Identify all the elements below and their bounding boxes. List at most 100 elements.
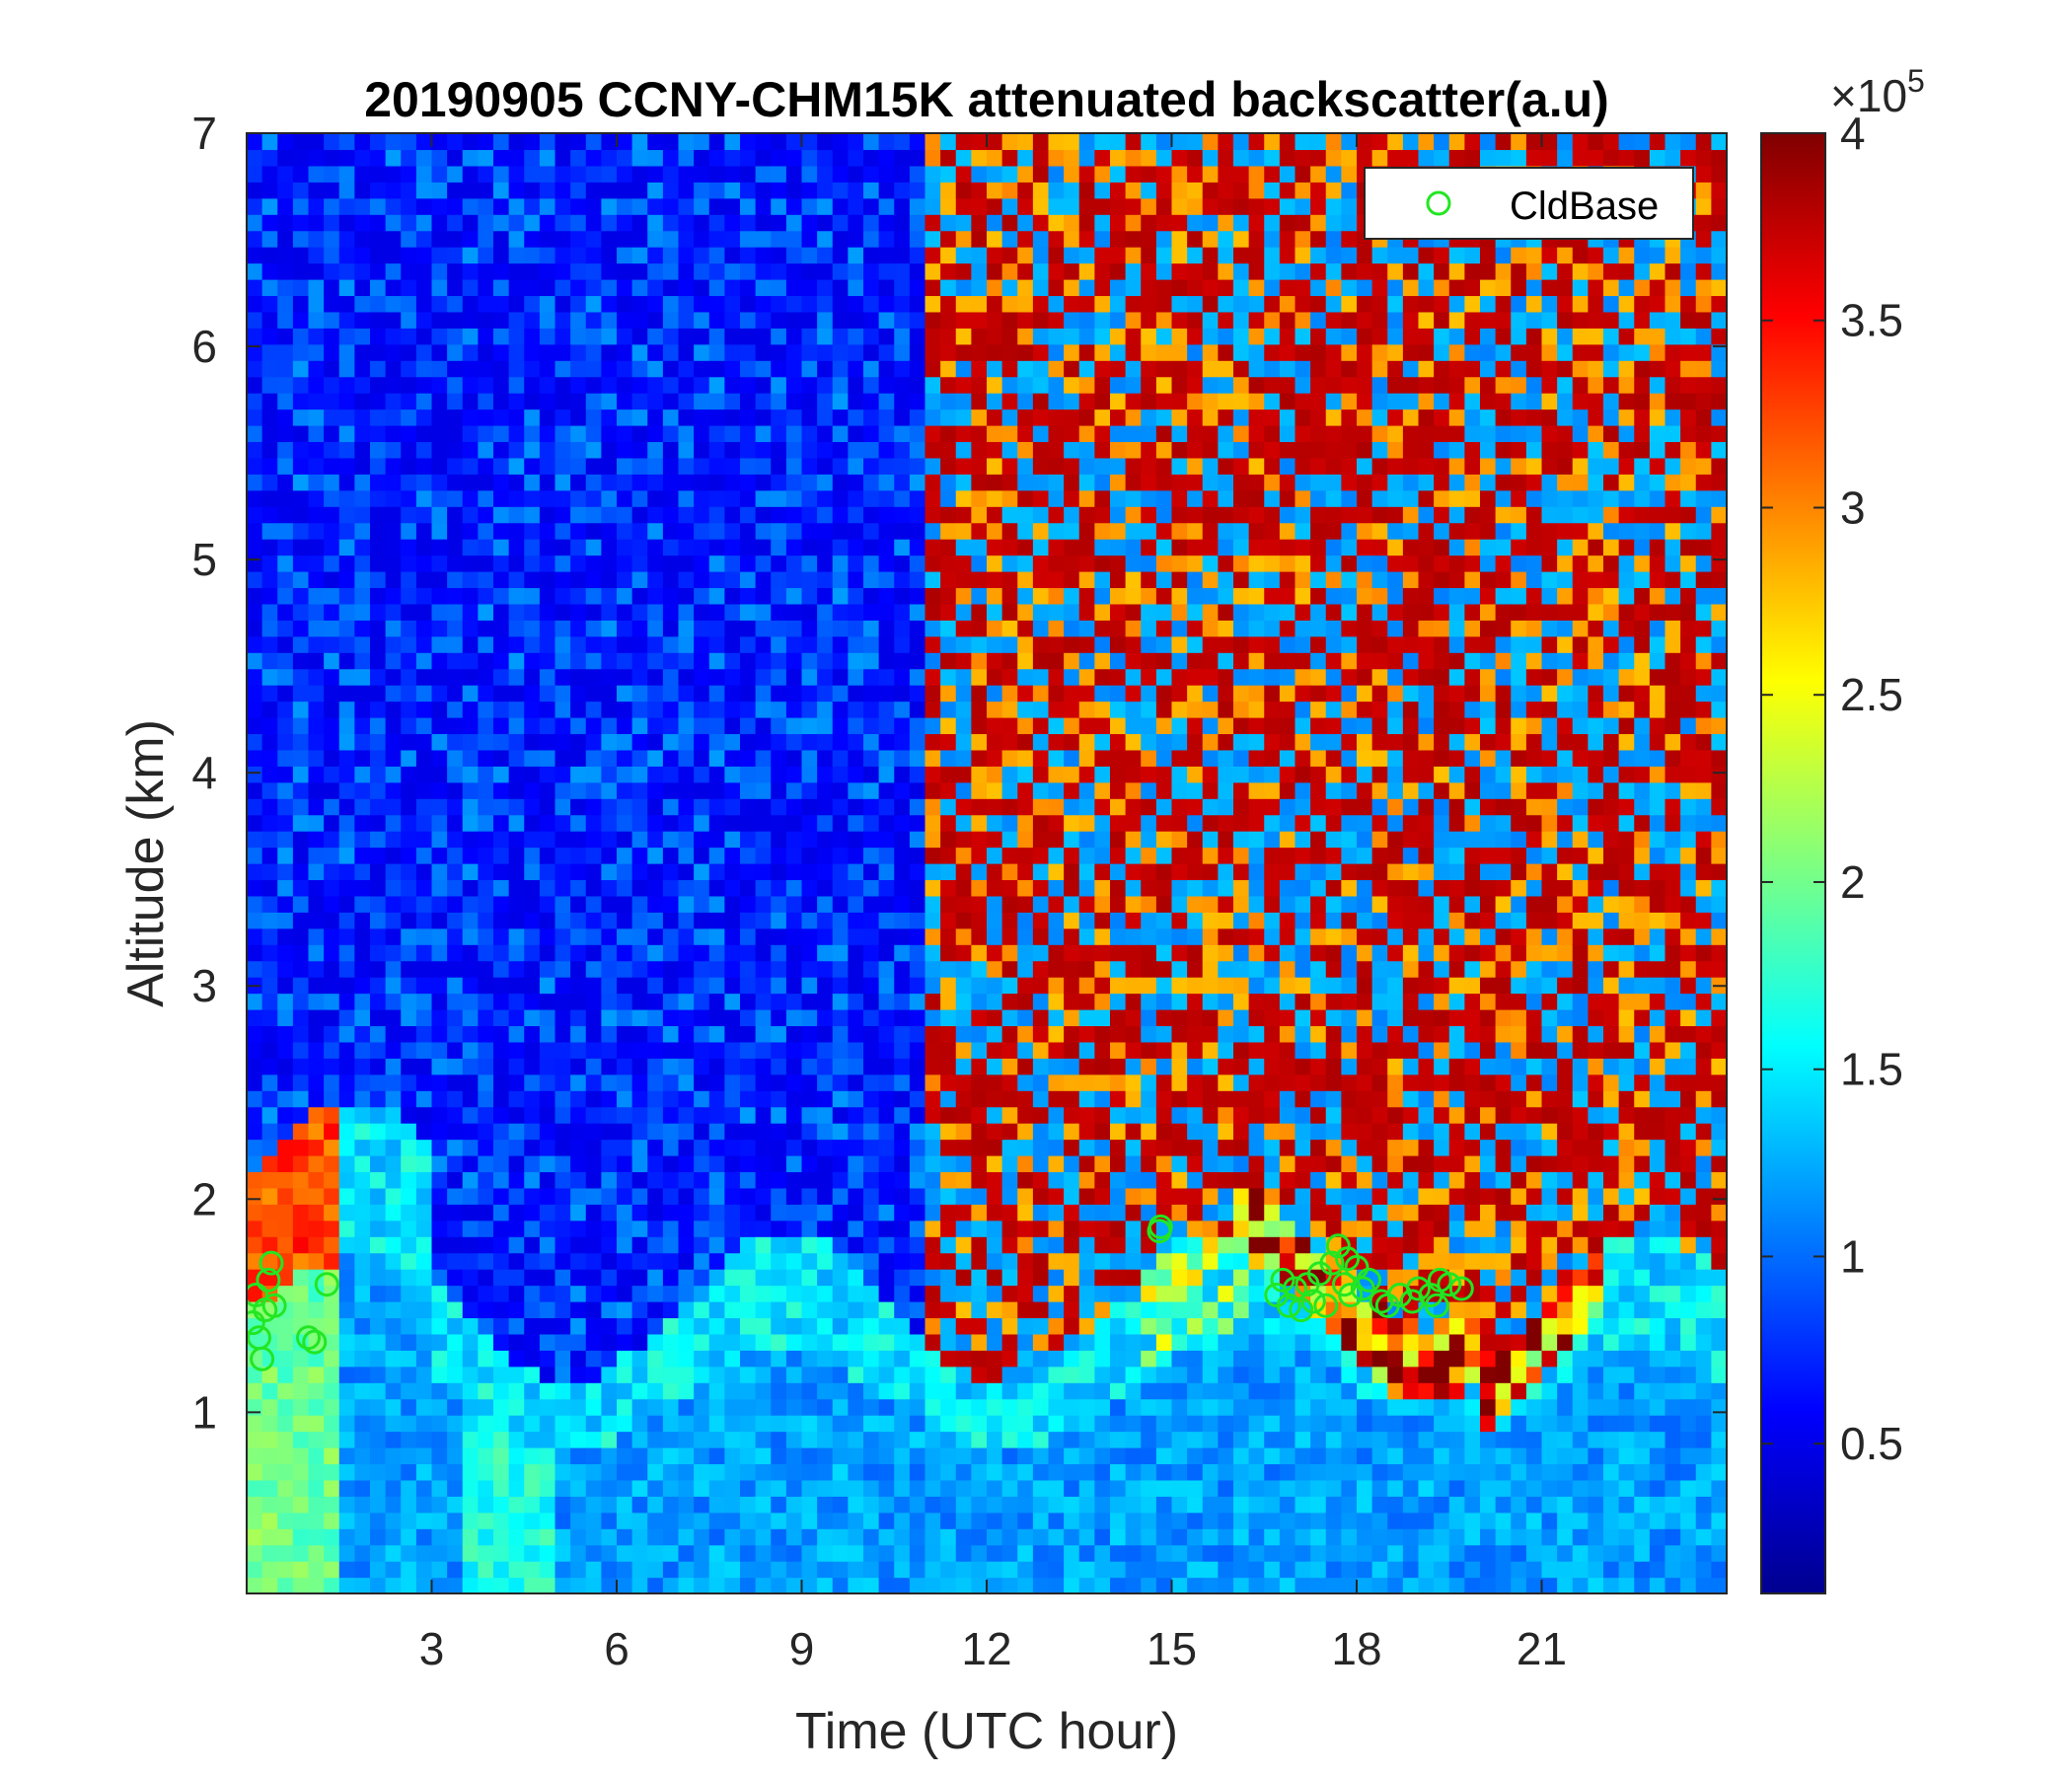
- heatmap-cell: [415, 1187, 433, 1205]
- heatmap-cell: [740, 1463, 757, 1481]
- heatmap-cell: [415, 295, 433, 313]
- heatmap-cell: [925, 1220, 941, 1237]
- heatmap-cell: [909, 149, 926, 167]
- heatmap-cell: [925, 1479, 941, 1497]
- heatmap-cell: [415, 1577, 433, 1593]
- heatmap-cell: [585, 1090, 602, 1108]
- heatmap-cell: [555, 376, 571, 394]
- heatmap-cell: [261, 1123, 278, 1141]
- heatmap-cell: [570, 1204, 587, 1221]
- heatmap-cell: [431, 522, 448, 540]
- heatmap-cell: [909, 1058, 926, 1075]
- heatmap-cell: [338, 247, 355, 264]
- heatmap-cell: [647, 311, 664, 329]
- heatmap-cell: [971, 1106, 988, 1124]
- heatmap-cell: [617, 1025, 633, 1043]
- heatmap-cell: [601, 944, 618, 962]
- heatmap-cell: [724, 197, 741, 215]
- heatmap-cell: [631, 620, 648, 637]
- heatmap-cell: [570, 1236, 587, 1254]
- heatmap-cell: [662, 668, 680, 686]
- heatmap-cell: [508, 603, 525, 621]
- heatmap-cell: [524, 1577, 541, 1593]
- heatmap-cell: [277, 149, 294, 167]
- heatmap-cell: [338, 1285, 355, 1302]
- heatmap-cell: [370, 603, 387, 621]
- heatmap-cell: [785, 1317, 803, 1335]
- heatmap-cell: [617, 1415, 633, 1433]
- heatmap-cell: [261, 295, 278, 313]
- heatmap-cell: [570, 360, 587, 378]
- heatmap-cell: [925, 1431, 941, 1448]
- heatmap-cell: [292, 555, 310, 572]
- heatmap-cell: [894, 1382, 911, 1400]
- heatmap-cell: [524, 1431, 541, 1448]
- heatmap-cell: [415, 1333, 433, 1351]
- heatmap-cell: [694, 603, 710, 621]
- heatmap-cell: [771, 1106, 787, 1124]
- heatmap-cell: [585, 393, 602, 410]
- heatmap-cell: [1048, 781, 1065, 799]
- heatmap-cell: [401, 197, 417, 215]
- heatmap-cell: [955, 944, 972, 962]
- heatmap-cell: [678, 571, 695, 589]
- heatmap-cell: [462, 701, 479, 718]
- heatmap-cell: [940, 863, 957, 881]
- heatmap-cell: [708, 1366, 725, 1383]
- heatmap-cell: [694, 1025, 710, 1043]
- heatmap-cell: [724, 1236, 741, 1254]
- heatmap-cell: [415, 376, 433, 394]
- heatmap-cell: [354, 1139, 371, 1156]
- heatmap-cell: [817, 635, 834, 653]
- heatmap-cell: [292, 133, 310, 151]
- heatmap-cell: [415, 1496, 433, 1514]
- heatmap-cell: [1078, 685, 1095, 703]
- heatmap-cell: [1078, 1139, 1095, 1156]
- heatmap-cell: [708, 1479, 725, 1497]
- heatmap-cell: [848, 1123, 864, 1141]
- heatmap-cell: [508, 539, 525, 556]
- heatmap-cell: [678, 831, 695, 849]
- heatmap-cell: [447, 831, 464, 849]
- heatmap-cell: [1032, 1285, 1050, 1302]
- heatmap-cell: [785, 635, 803, 653]
- heatmap-cell: [1064, 262, 1080, 280]
- heatmap-cell: [955, 1139, 972, 1156]
- heatmap-cell: [555, 927, 571, 945]
- heatmap-cell: [478, 1301, 494, 1319]
- heatmap-cell: [261, 927, 278, 945]
- heatmap-cell: [694, 262, 710, 280]
- heatmap-cell: [894, 182, 911, 199]
- heatmap-cell: [925, 1025, 941, 1043]
- heatmap-cell: [708, 295, 725, 313]
- heatmap-cell: [601, 489, 618, 507]
- heatmap-cell: [678, 1512, 695, 1529]
- heatmap-cell: [524, 831, 541, 849]
- heatmap-cell: [1078, 1544, 1095, 1562]
- heatmap-cell: [801, 1269, 818, 1287]
- heatmap-cell: [832, 766, 849, 783]
- heatmap-cell: [354, 1187, 371, 1205]
- heatmap-cell: [817, 1073, 834, 1091]
- heatmap-cell: [1048, 441, 1065, 459]
- heatmap-cell: [1017, 1025, 1034, 1043]
- heatmap-cell: [338, 1171, 355, 1189]
- heatmap-cell: [740, 620, 757, 637]
- heatmap-cell: [462, 474, 479, 491]
- heatmap-cell: [1094, 1220, 1111, 1237]
- heatmap-cell: [370, 993, 387, 1010]
- heatmap-cell: [539, 457, 556, 475]
- heatmap-cell: [662, 1171, 680, 1189]
- heatmap-cell: [832, 1220, 849, 1237]
- heatmap-cell: [863, 165, 880, 183]
- heatmap-cell: [631, 879, 648, 897]
- heatmap-cell: [724, 1398, 741, 1416]
- heatmap-cell: [447, 571, 464, 589]
- heatmap-cell: [261, 863, 278, 881]
- heatmap-cell: [1017, 1317, 1034, 1335]
- heatmap-cell: [940, 247, 957, 264]
- heatmap-cell: [863, 1398, 880, 1416]
- heatmap-cell: [478, 733, 494, 751]
- heatmap-cell: [617, 814, 633, 832]
- heatmap-cell: [971, 1009, 988, 1027]
